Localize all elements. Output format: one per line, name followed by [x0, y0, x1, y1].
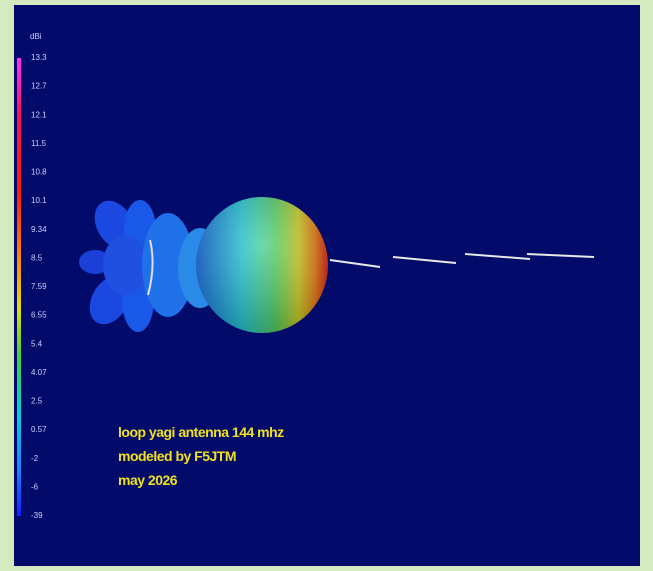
scale-label: 0.57 [31, 425, 47, 434]
caption-line: modeled by F5JTM [118, 448, 236, 464]
scale-label: 11.5 [31, 139, 47, 148]
caption-line: loop yagi antenna 144 mhz [118, 424, 284, 440]
scale-label: -39 [31, 511, 43, 520]
scale-label: 2.5 [31, 397, 43, 406]
scale-label: 7.59 [31, 282, 47, 291]
radiation-pattern [79, 197, 328, 333]
caption-line: may 2026 [118, 472, 178, 488]
scale-label: 5.4 [31, 339, 43, 348]
scale-label: 13.3 [31, 53, 47, 62]
scale-label: 9.34 [31, 225, 47, 234]
scale-unit: dBi [30, 32, 42, 41]
antenna-elements [329, 253, 595, 268]
scale-label: 4.07 [31, 368, 47, 377]
scale-label: 6.55 [31, 311, 47, 320]
color-scale [17, 58, 21, 516]
scale-label: -6 [31, 482, 39, 491]
scale-label: 10.1 [31, 196, 47, 205]
scale-label: 12.7 [31, 82, 47, 91]
scale-label: 8.5 [31, 253, 43, 262]
scale-label: -2 [31, 454, 39, 463]
scale-label: 12.1 [31, 110, 47, 119]
scale-label: 10.8 [31, 168, 47, 177]
